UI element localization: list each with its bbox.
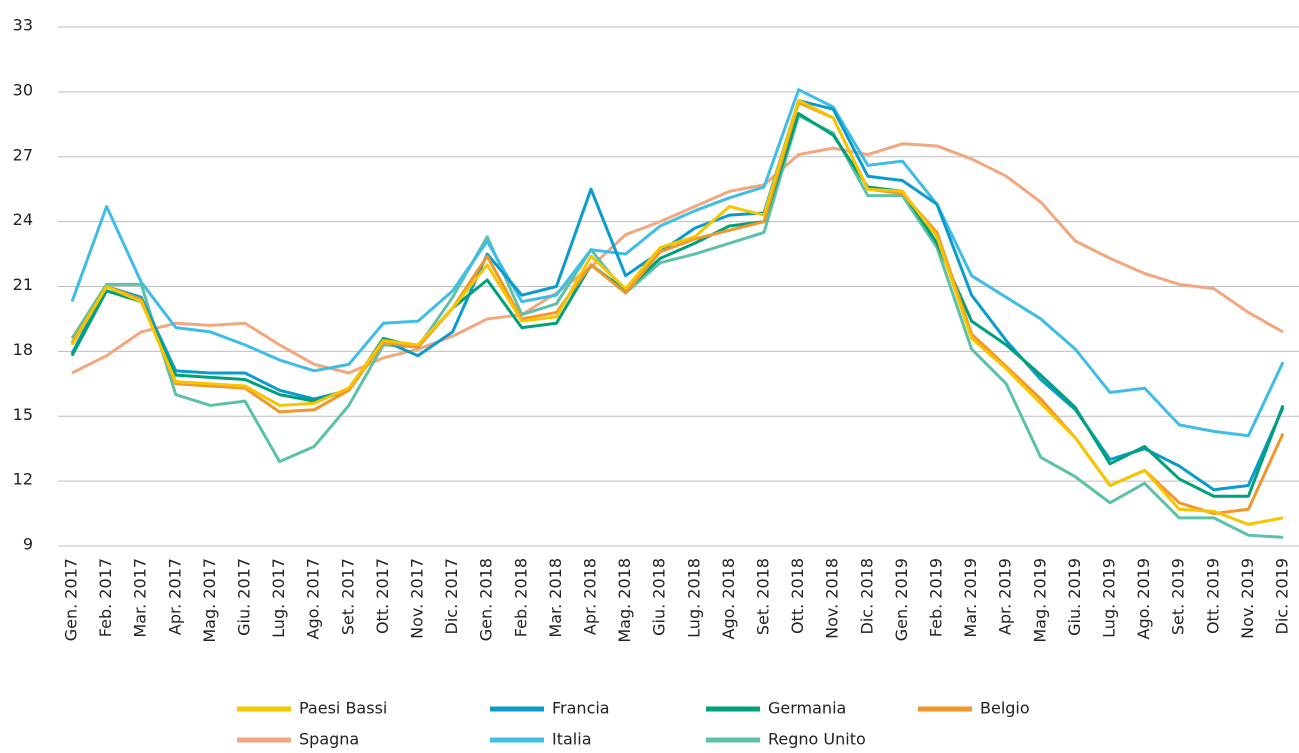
legend-label: Spagna [299, 730, 359, 749]
x-tick-label: Mar. 2019 [961, 558, 980, 638]
x-tick-label: Gen. 2018 [477, 558, 496, 641]
x-tick-label: Feb. 2018 [511, 558, 530, 637]
x-tick-label: Giu. 2018 [650, 558, 669, 636]
x-tick-label: Set. 2017 [338, 558, 357, 635]
x-tick-label: Apr. 2019 [996, 558, 1015, 635]
x-tick-label: Mag. 2018 [615, 558, 634, 643]
x-tick-label: Ott. 2019 [1203, 558, 1222, 634]
y-tick-label: 15 [13, 405, 33, 424]
legend-label: Francia [552, 699, 610, 718]
x-tick-label: Gen. 2019 [892, 558, 911, 641]
series-line [70, 88, 1285, 438]
x-tick-label: Dic. 2019 [1273, 558, 1292, 634]
x-tick-label: Lug. 2019 [1100, 558, 1119, 638]
x-tick-label: Nov. 2018 [823, 558, 842, 639]
x-tick-label: Dic. 2018 [857, 558, 876, 634]
x-tick-label: Ago. 2019 [1134, 558, 1153, 640]
x-tick-label: Nov. 2019 [1238, 558, 1257, 639]
x-tick-label: Feb. 2017 [96, 558, 115, 637]
x-tick-label: Mar. 2018 [546, 558, 565, 638]
y-tick-label: 27 [13, 145, 33, 164]
x-tick-label: Mag. 2019 [1030, 558, 1049, 643]
legend-label: Regno Unito [768, 730, 866, 749]
series-line [70, 99, 1285, 492]
x-tick-label: Apr. 2017 [165, 558, 184, 635]
x-tick-label: Ott. 2017 [373, 558, 392, 634]
y-tick-label: 30 [13, 80, 33, 99]
y-tick-label: 33 [13, 16, 33, 35]
series-line [71, 142, 1284, 375]
series-line [70, 114, 1284, 539]
series-line [70, 112, 1285, 498]
x-tick-label: Giu. 2019 [1065, 558, 1084, 636]
y-tick-label: 12 [13, 470, 33, 489]
x-tick-label: Ago. 2017 [304, 558, 323, 640]
y-tick-label: 24 [13, 210, 33, 229]
x-tick-label: Gen. 2017 [62, 558, 81, 641]
legend-label: Paesi Bassi [299, 699, 387, 718]
x-tick-label: Lug. 2017 [269, 558, 288, 638]
x-tick-label: Mar. 2017 [131, 558, 150, 638]
x-tick-label: Lug. 2018 [684, 558, 703, 638]
x-tick-label: Giu. 2017 [235, 558, 254, 636]
y-tick-label: 9 [23, 535, 33, 554]
y-tick-label: 18 [13, 340, 33, 359]
legend-label: Italia [552, 730, 592, 749]
y-tick-label: 21 [13, 275, 33, 294]
x-tick-label: Dic. 2017 [442, 558, 461, 634]
legend-label: Germania [768, 699, 846, 718]
x-tick-label: Apr. 2018 [581, 558, 600, 635]
x-tick-label: Nov. 2017 [408, 558, 427, 639]
series-line [70, 99, 1284, 526]
x-tick-label: Feb. 2019 [927, 558, 946, 637]
x-tick-label: Ott. 2018 [788, 558, 807, 634]
x-tick-label: Ago. 2018 [719, 558, 738, 640]
x-tick-label: Set. 2019 [1169, 558, 1188, 635]
x-tick-label: Set. 2018 [754, 558, 773, 635]
x-tick-label: Mag. 2017 [200, 558, 219, 643]
legend-label: Belgio [980, 699, 1030, 718]
